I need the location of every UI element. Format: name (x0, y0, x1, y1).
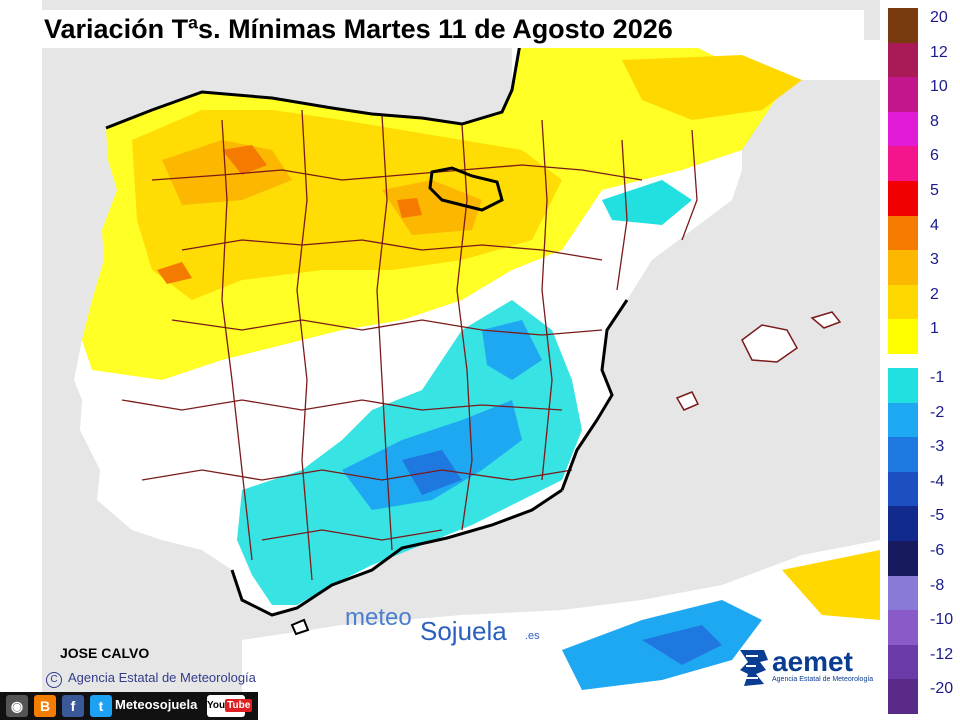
legend-label: -12 (930, 645, 954, 663)
cold-africa-3 (642, 625, 722, 665)
menorca (810, 311, 842, 329)
legend-label: 12 (930, 43, 948, 61)
watermark-meteo: meteo (345, 604, 412, 631)
legend-label: 4 (930, 216, 939, 234)
warm-4-area (222, 145, 267, 175)
legend-label: 3 (930, 251, 939, 269)
legend-swatch (888, 319, 918, 354)
province-borders (121, 109, 698, 581)
warm-4-area-3 (157, 262, 192, 284)
legend-label: -6 (930, 542, 945, 559)
legend-label: -5 (930, 507, 945, 525)
credit-line: C Agencia Estatal de Meteorología (46, 670, 256, 688)
legend-label: -10 (930, 611, 954, 629)
author-name: JOSE CALVO (60, 645, 150, 661)
watermark-tld: .es (525, 630, 540, 642)
youtube-you: You (207, 700, 226, 711)
warm-4-area-2 (397, 198, 422, 218)
warm-france (622, 55, 802, 120)
legend-swatch (888, 679, 918, 714)
legend-label: -1 (930, 369, 945, 386)
legend-label: -4 (930, 472, 945, 490)
legend-label: 20 (930, 9, 948, 26)
legend-swatch (888, 610, 918, 645)
legend-swatch (888, 644, 918, 680)
youtube-tube: Tube (225, 699, 253, 712)
legend-label: 10 (930, 78, 948, 96)
la-rioja-outline (428, 166, 504, 212)
aemet-logo-icon (740, 650, 768, 686)
warm-africa (782, 550, 880, 620)
legend-label: -2 (930, 403, 945, 421)
legend-swatch (888, 575, 918, 611)
aemet-subtitle: Agencia Estatal de Meteorología (772, 676, 874, 683)
legend-label: -20 (930, 680, 954, 698)
legend-label: 2 (930, 285, 939, 303)
legend-swatch (888, 250, 918, 285)
legend-swatch (888, 437, 918, 472)
legend-swatch (888, 181, 918, 216)
mallorca (741, 324, 798, 363)
legend-swatch (888, 506, 918, 541)
facebook-icon[interactable]: f (62, 695, 84, 717)
color-legend: 20 12 10 8 6 5 4 3 2 1 -1 -2 -3 -4 -5 -6 -8 -10 -12 -20 (884, 4, 960, 714)
legend-swatch (888, 284, 918, 320)
legend-swatch (888, 541, 918, 576)
legend-label: 8 (930, 112, 939, 130)
legend-label: 6 (930, 147, 939, 165)
legend-swatch (888, 77, 918, 112)
cold-3-area (402, 450, 462, 495)
twitter-icon[interactable]: t (90, 695, 112, 717)
cold-ne-area (602, 180, 692, 225)
legend-label: -8 (930, 576, 945, 594)
temperature-anomaly-map (42, 0, 880, 692)
legend-label: -3 (930, 438, 945, 456)
legend-swatch (888, 8, 918, 43)
map-title: Variación Tªs. Mínimas Martes 11 de Agos… (42, 10, 864, 48)
watermark-sojuela: Sojuela (420, 616, 507, 646)
legend-swatch (888, 146, 918, 181)
legend-swatch (888, 42, 918, 78)
spain-border (105, 43, 522, 130)
youtube-icon[interactable]: You Tube (207, 695, 253, 717)
credit-text: Agencia Estatal de Meteorología (68, 670, 256, 685)
camera-icon[interactable]: ◉ (6, 695, 28, 717)
spain-coast-south (230, 488, 563, 617)
legend-swatch (888, 368, 918, 403)
copyright-icon: C (46, 672, 62, 688)
ibiza (675, 391, 700, 411)
cold-2-area-2 (482, 320, 542, 380)
blogger-icon[interactable]: B (34, 695, 56, 717)
aemet-name: aemet (772, 646, 853, 677)
legend-label: 5 (930, 182, 939, 199)
spain-coast-east (560, 299, 629, 491)
legend-label: 1 (930, 320, 939, 338)
social-name: Meteosojuela (115, 697, 198, 712)
ceuta (290, 618, 310, 636)
warm-3-area-2 (382, 180, 482, 235)
legend-swatch (888, 215, 918, 251)
legend-swatch (888, 402, 918, 438)
social-bar: ◉ B f t Meteosojuela You Tube (0, 692, 258, 720)
legend-swatch (888, 471, 918, 507)
legend-swatch (888, 111, 918, 147)
